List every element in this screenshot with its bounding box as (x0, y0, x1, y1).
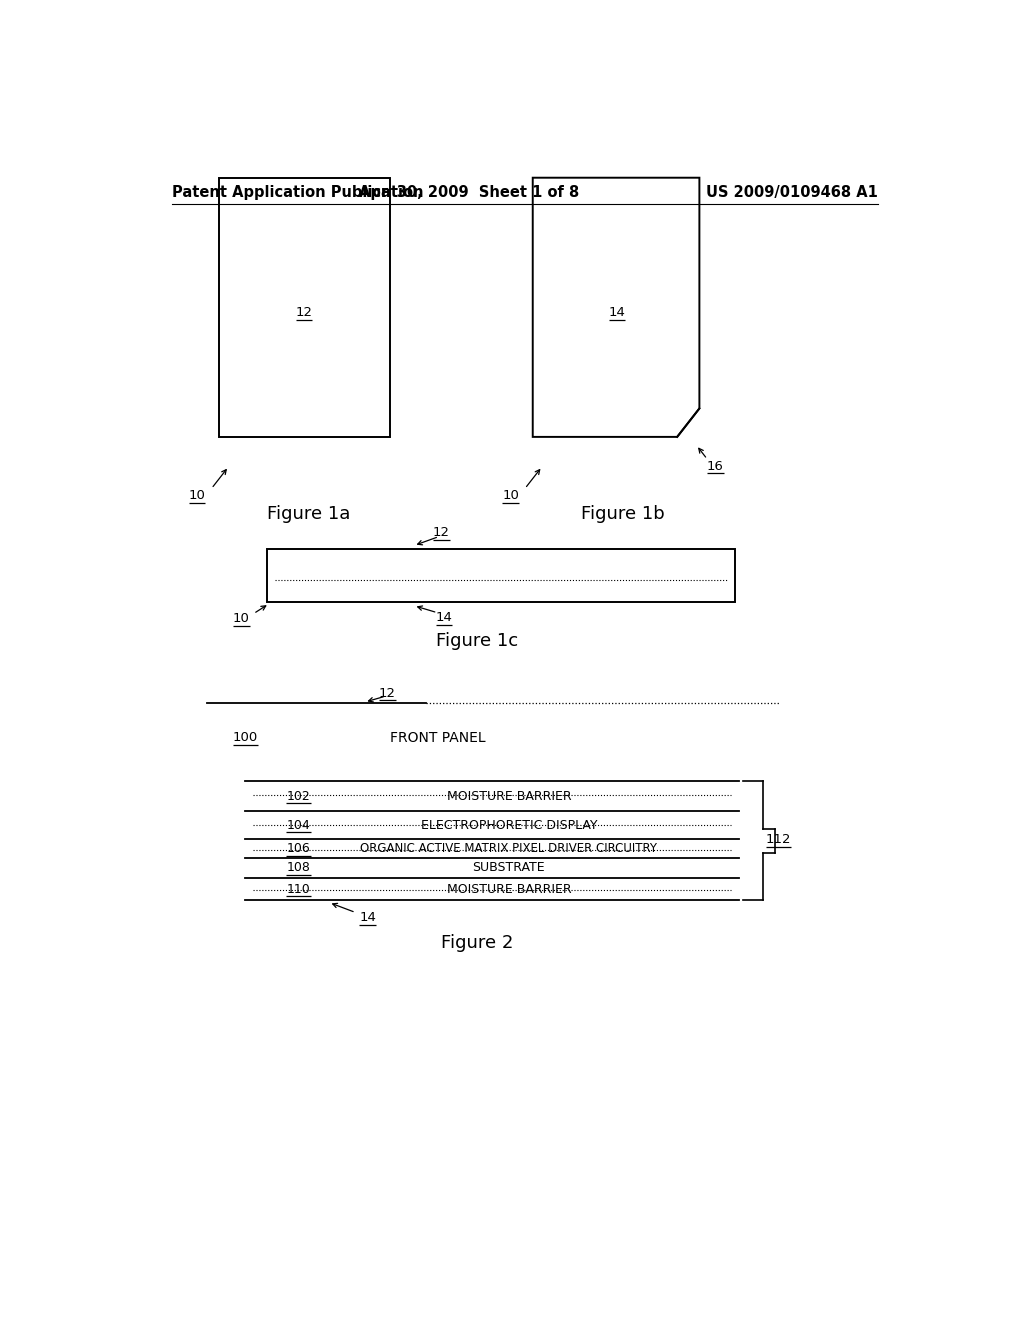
Text: 10: 10 (502, 490, 519, 503)
Text: 12: 12 (296, 306, 312, 319)
Text: 12: 12 (379, 686, 396, 700)
Text: FRONT PANEL: FRONT PANEL (390, 731, 485, 744)
Text: 108: 108 (287, 862, 310, 874)
Bar (267, 549, 735, 602)
Text: Figure 1c: Figure 1c (436, 632, 518, 651)
Text: Patent Application Publication: Patent Application Publication (172, 185, 423, 201)
Text: ELECTROPHORETIC DISPLAY: ELECTROPHORETIC DISPLAY (421, 818, 597, 832)
Text: SUBSTRATE: SUBSTRATE (473, 862, 545, 874)
Text: 16: 16 (707, 459, 724, 473)
Text: 10: 10 (188, 490, 206, 503)
Text: Figure 1a: Figure 1a (267, 506, 350, 523)
Text: ORGANIC ACTIVE MATRIX PIXEL DRIVER CIRCUITRY: ORGANIC ACTIVE MATRIX PIXEL DRIVER CIRCU… (360, 842, 657, 855)
Text: Figure 2: Figure 2 (441, 935, 513, 952)
Text: MOISTURE BARRIER: MOISTURE BARRIER (446, 883, 571, 896)
Text: 14: 14 (608, 306, 626, 319)
Text: 110: 110 (287, 883, 310, 896)
Text: Figure 1b: Figure 1b (582, 506, 665, 523)
Text: 104: 104 (287, 818, 310, 832)
Text: MOISTURE BARRIER: MOISTURE BARRIER (446, 789, 571, 803)
Bar (219, 178, 390, 437)
Text: 10: 10 (233, 612, 250, 626)
Text: 102: 102 (287, 789, 310, 803)
Text: 100: 100 (232, 731, 258, 744)
Text: 14: 14 (359, 911, 376, 924)
Polygon shape (532, 178, 699, 437)
Text: 14: 14 (435, 611, 453, 624)
Text: 112: 112 (766, 833, 792, 846)
Text: 12: 12 (433, 525, 450, 539)
Text: 106: 106 (287, 842, 310, 855)
Text: Apr. 30, 2009  Sheet 1 of 8: Apr. 30, 2009 Sheet 1 of 8 (359, 185, 580, 201)
Text: US 2009/0109468 A1: US 2009/0109468 A1 (707, 185, 878, 201)
